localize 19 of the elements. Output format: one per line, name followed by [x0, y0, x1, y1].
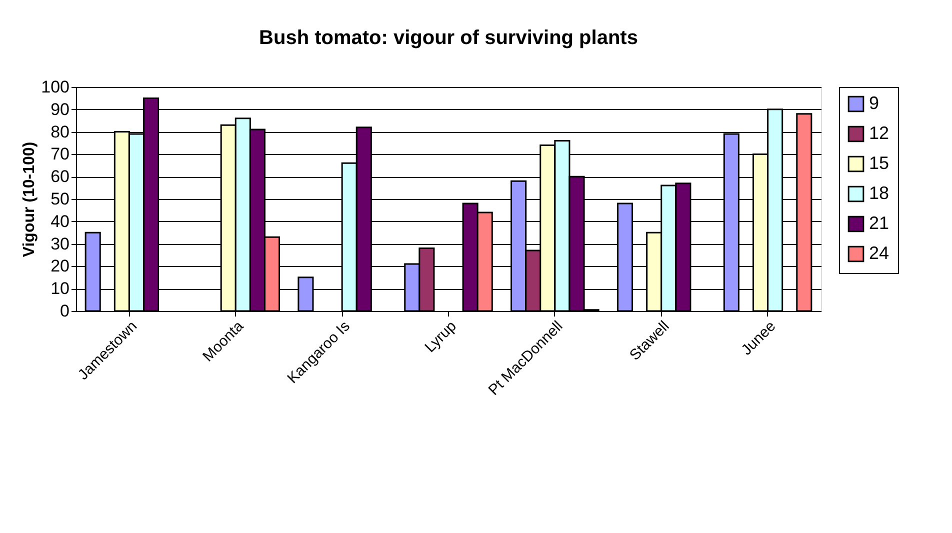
y-axis-title: Vigour (10-100)	[21, 142, 38, 258]
legend-label: 9	[869, 93, 880, 113]
legend-label: 18	[869, 183, 890, 203]
chart-title: Bush tomato: vigour of surviving plants	[259, 27, 638, 49]
y-tick-label: 40	[50, 212, 70, 231]
legend-label: 21	[869, 213, 890, 233]
y-tick-label: 100	[41, 78, 70, 96]
legend-label: 15	[869, 153, 890, 173]
y-tick-label: 0	[60, 302, 70, 320]
y-tick-label: 10	[50, 279, 70, 298]
legend-label: 24	[869, 243, 890, 263]
legend-label: 12	[869, 123, 890, 143]
y-tick-label: 80	[50, 122, 70, 142]
y-tick-label: 70	[50, 144, 70, 164]
y-tick-label: 60	[50, 167, 70, 186]
y-tick-label: 50	[50, 190, 70, 208]
y-tick-label: 20	[50, 256, 70, 276]
y-tick-label: 30	[50, 234, 70, 254]
y-tick-label: 90	[50, 100, 70, 119]
